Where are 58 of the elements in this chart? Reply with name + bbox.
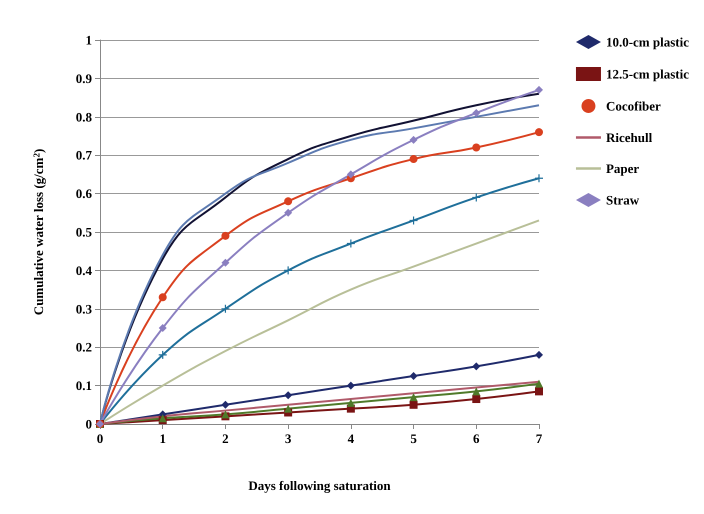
point xyxy=(158,324,167,332)
y-tick-label: 0.7 xyxy=(76,148,92,163)
point xyxy=(535,380,543,388)
y-axis-title: Cumulative water loss (g/cm2) xyxy=(31,148,46,316)
point xyxy=(472,193,480,202)
point xyxy=(472,108,480,117)
x-tick-label: 3 xyxy=(284,431,292,446)
point xyxy=(221,258,230,267)
x-tick-label: 4 xyxy=(348,431,355,446)
point xyxy=(346,170,355,178)
point xyxy=(410,393,418,402)
y-tick-label: 1 xyxy=(86,32,92,48)
point xyxy=(472,387,480,396)
point xyxy=(284,208,292,217)
y-tick-label: 0.4 xyxy=(76,262,92,278)
point xyxy=(535,174,543,182)
point xyxy=(472,144,480,152)
point xyxy=(284,404,292,413)
point xyxy=(535,86,543,94)
legend-label: Cocofiber xyxy=(606,98,662,114)
point xyxy=(346,398,355,407)
point xyxy=(221,400,230,409)
x-tick-label: 7 xyxy=(536,431,543,446)
legend-label: Ricehull xyxy=(606,130,653,145)
point xyxy=(535,350,543,359)
point xyxy=(284,197,292,206)
y-tick-label: 0.9 xyxy=(76,70,92,86)
point xyxy=(158,350,167,359)
point xyxy=(284,391,292,400)
point xyxy=(346,382,355,390)
point xyxy=(158,293,167,302)
y-tick-label: 0.6 xyxy=(76,186,92,202)
x-tick-label: 2 xyxy=(222,431,229,446)
x-axis-title: Days following saturation xyxy=(248,478,392,493)
legend-label: Straw xyxy=(606,192,640,208)
x-tick-label: 0 xyxy=(96,431,104,446)
point xyxy=(472,362,480,370)
y-tick-label: 0.2 xyxy=(76,340,92,355)
y-tick-label: 0.8 xyxy=(76,109,92,124)
x-tick-label: 6 xyxy=(473,431,480,446)
y-tick-label: 0 xyxy=(86,416,92,432)
y-tick-label: 0.1 xyxy=(76,378,92,394)
point xyxy=(410,155,418,164)
point xyxy=(221,232,230,240)
x-tick-label: 5 xyxy=(410,431,418,446)
point xyxy=(410,372,418,380)
point xyxy=(535,387,543,396)
x-tick-label: 1 xyxy=(159,431,166,446)
point xyxy=(410,400,418,409)
point xyxy=(472,395,480,404)
legend-label: Paper xyxy=(606,161,640,176)
point xyxy=(410,136,418,144)
y-tick-label: 0.3 xyxy=(76,301,92,316)
legend-label: 12.5-cm plastic xyxy=(606,66,690,82)
point xyxy=(535,128,543,136)
legend-label: 10.0-cm plastic xyxy=(606,34,690,50)
y-tick-label: 0.5 xyxy=(76,224,92,240)
point xyxy=(221,304,230,313)
